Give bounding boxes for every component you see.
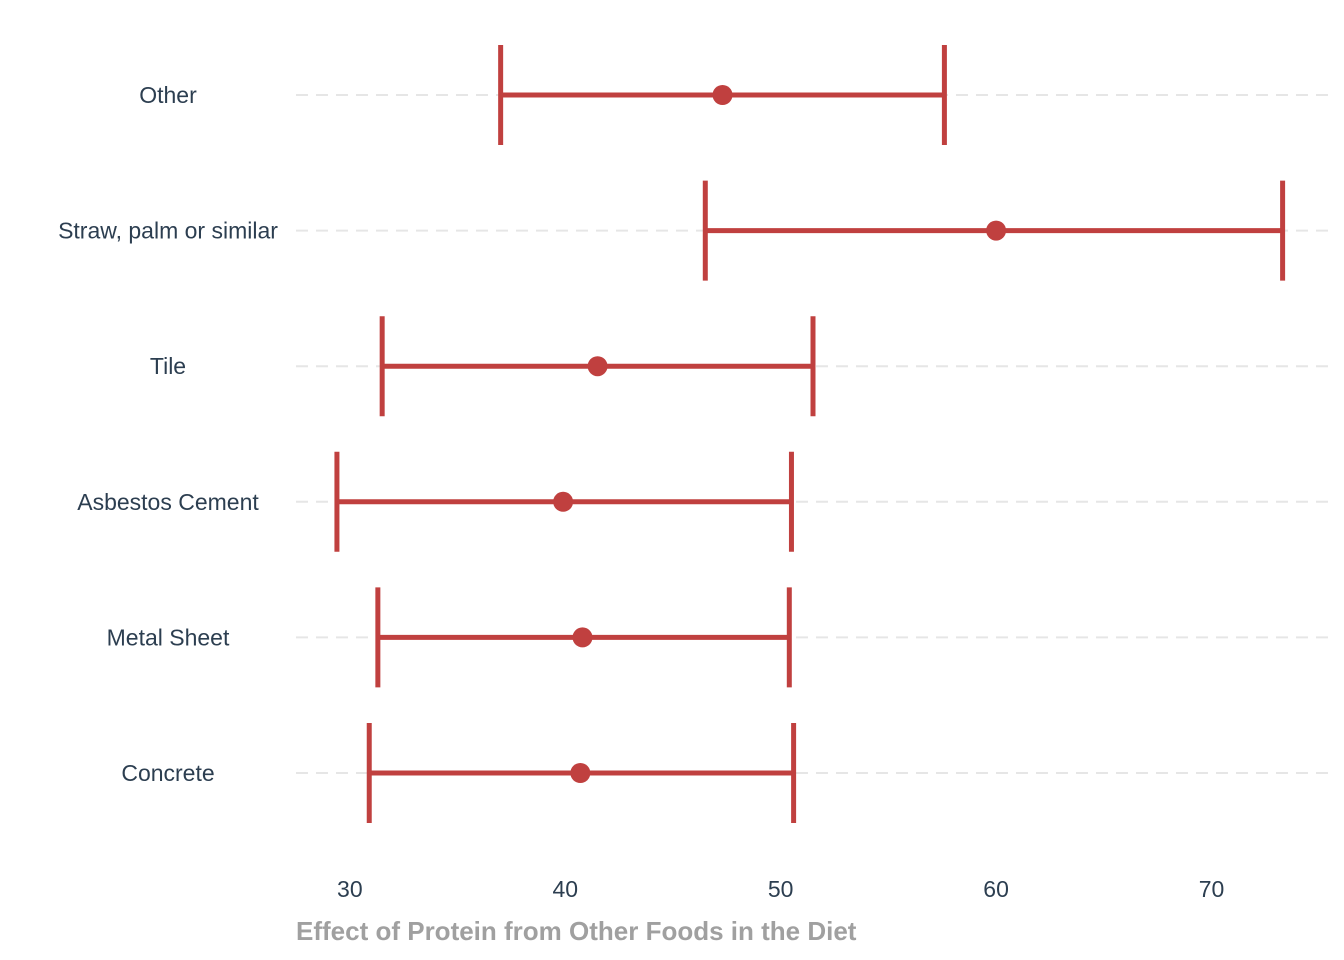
estimate-point (587, 356, 608, 377)
x-tick-label: 30 (337, 876, 363, 902)
category-label: Other (139, 82, 197, 108)
x-tick-label: 40 (552, 876, 578, 902)
errorbar-row (334, 451, 794, 552)
error-bars (334, 45, 1286, 823)
grid-lines (296, 94, 1330, 774)
category-label: Concrete (121, 760, 214, 786)
errorbar-row (379, 316, 816, 417)
category-label: Asbestos Cement (77, 489, 259, 515)
estimate-point (570, 763, 591, 783)
estimate-point (553, 491, 574, 512)
errorbar-row (375, 587, 792, 688)
x-tick-label: 70 (1199, 876, 1225, 902)
errorbar-row (702, 180, 1286, 281)
category-label: Tile (150, 353, 186, 379)
x-tick-label: 50 (768, 876, 794, 902)
category-label: Straw, palm or similar (58, 218, 278, 244)
errorbar-row (366, 723, 797, 823)
x-tick-label: 60 (983, 876, 1009, 902)
estimate-point (572, 627, 593, 648)
estimate-point (712, 85, 733, 105)
category-labels: Other Straw, palm or similar Tile Asbestos … (58, 82, 278, 786)
estimate-point (986, 220, 1007, 241)
x-axis-ticks: 30 40 50 60 70 (337, 876, 1224, 902)
x-axis-title: Effect of Protein from Other Foods in th… (296, 916, 857, 946)
errorbar-row (498, 45, 947, 145)
category-label: Metal Sheet (107, 624, 230, 650)
